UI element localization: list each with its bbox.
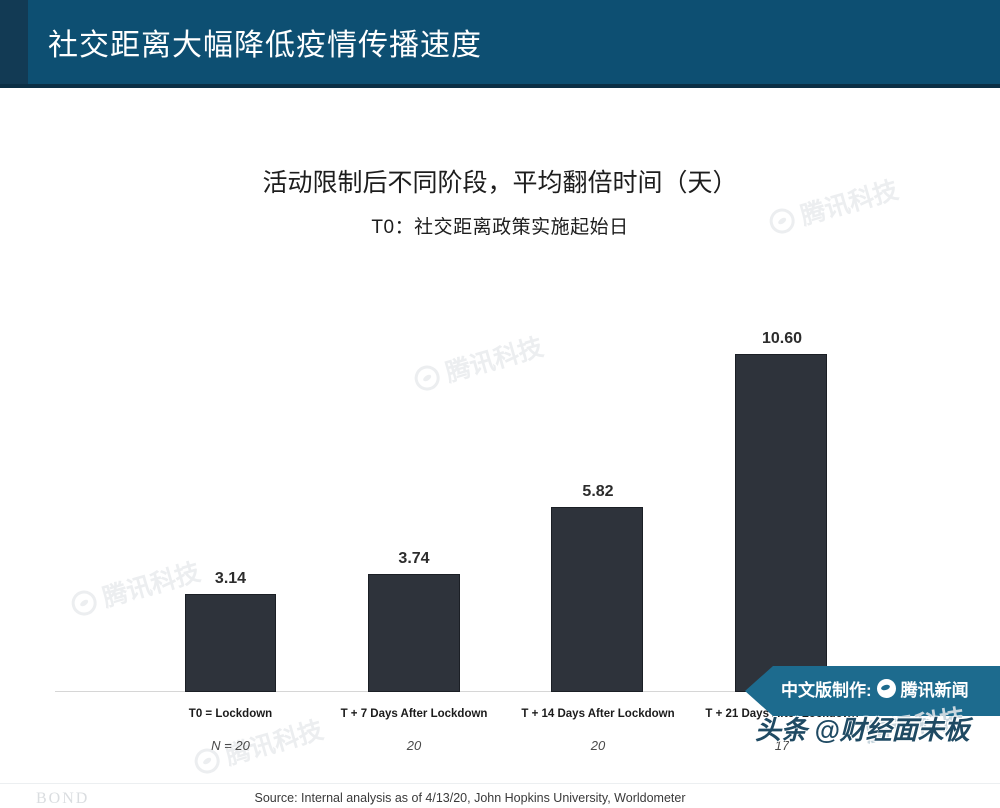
overlay-badge: 中文版制作: 腾讯新闻 腾讯科技 头条 @财经面未板: [745, 666, 1000, 748]
bar-value-label: 3.14: [214, 570, 247, 587]
tencent-news-logo-icon: [876, 679, 896, 698]
header-bottom-rule: [0, 84, 1000, 88]
slide-body: 腾讯科技 腾讯科技 腾讯科技 腾讯科技 活动限制后不同阶段，平均翻倍时间（天） …: [0, 88, 1000, 807]
sample-size-label: 20: [406, 738, 422, 753]
bar[interactable]: [185, 594, 276, 692]
sample-size-label: N = 20: [211, 738, 250, 753]
category-label: T + 14 Days After Lockdown: [521, 708, 675, 720]
sample-size-label: 20: [590, 738, 606, 753]
bar-value-label: 10.60: [761, 330, 803, 347]
chart-title: 活动限制后不同阶段，平均翻倍时间（天）: [262, 169, 738, 197]
source-note: Source: Internal analysis as of 4/13/20,…: [254, 791, 686, 805]
bar[interactable]: [551, 507, 643, 692]
footer-divider: [0, 783, 1000, 784]
slide-header: 社交距离大幅降低疫情传播速度: [0, 0, 1000, 88]
page-title: 社交距离大幅降低疫情传播速度: [48, 29, 482, 62]
bar-group[interactable]: 5.82 T + 14 Days After Lockdown 20: [506, 144, 690, 753]
bar-value-label: 3.74: [398, 550, 430, 567]
bar-group[interactable]: 3.14 T0 = Lockdown N = 20: [139, 144, 322, 753]
overlay-badge-credit-text: 中文版制作:: [781, 681, 872, 700]
header-accent-strip: [0, 0, 28, 88]
bar[interactable]: [735, 354, 827, 692]
bar-value-label: 5.82: [582, 483, 614, 500]
bar[interactable]: [368, 574, 460, 692]
overlay-badge-brand: 腾讯新闻: [900, 681, 969, 700]
overlay-badge-banner: [745, 666, 1000, 716]
chart-subtitle: T0：社交距离政策实施起始日: [371, 217, 629, 238]
overlay-badge-credit: 中文版制作: 腾讯新闻: [781, 676, 969, 701]
bar-group[interactable]: 3.74 T + 7 Days After Lockdown 20: [322, 144, 506, 753]
axis-baseline: [55, 691, 945, 692]
category-label: T + 7 Days After Lockdown: [340, 708, 488, 720]
bar-chart-plot: 3.14 T0 = Lockdown N = 20 3.74 T + 7 Day…: [0, 88, 1000, 753]
category-label: T0 = Lockdown: [188, 708, 273, 720]
bar-group[interactable]: 10.60 T + 21 Days After Lockdown 17: [690, 144, 874, 753]
overlay-badge-handle: 头条 @财经面未板: [755, 715, 970, 745]
